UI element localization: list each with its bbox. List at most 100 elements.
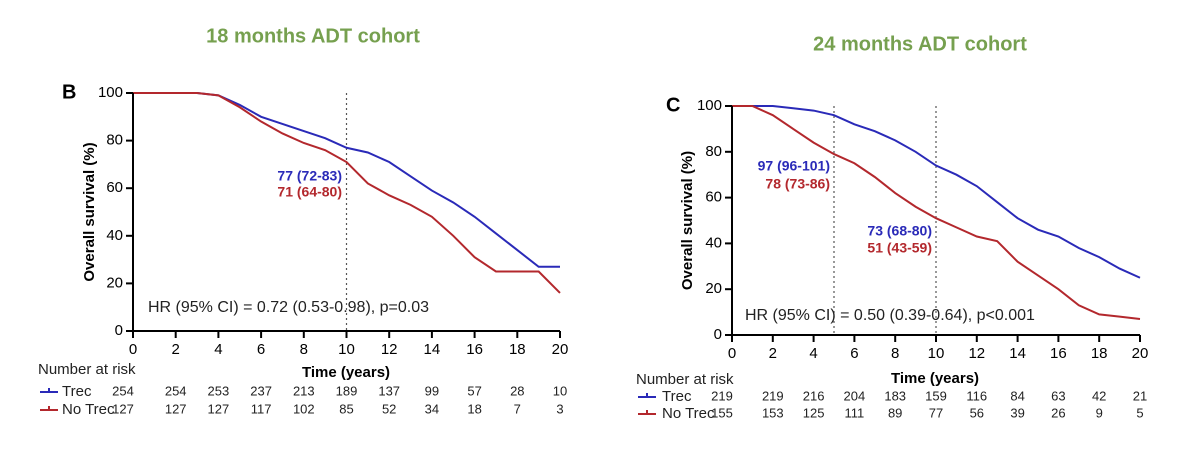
risk-count: 216 [803,388,825,403]
risk-count: 183 [884,388,906,403]
risk-count: 237 [250,383,272,398]
risk-count: 127 [208,401,230,416]
risk-count: 39 [1010,405,1024,420]
x-tick-label: 20 [552,341,569,358]
y-tick-label: 20 [106,274,123,291]
survival-curve [732,105,1141,320]
x-tick-label: 8 [891,345,899,362]
x-tick-label: 14 [424,341,441,358]
risk-count: 127 [165,401,187,416]
x-tick-label: 12 [381,341,398,358]
risk-count: 155 [711,405,733,420]
y-tick-label: 100 [697,97,722,114]
risk-count: 204 [844,388,866,403]
risk-count: 125 [803,405,825,420]
x-tick-label: 0 [728,345,736,362]
risk-count: 102 [293,401,315,416]
risk-table-title: Number at risk [636,371,734,388]
x-tick-label: 16 [1050,345,1067,362]
x-tick-label: 10 [338,341,355,358]
risk-count: 189 [336,383,358,398]
survival-curve [133,92,561,294]
risk-count: 9 [1096,405,1103,420]
risk-count: 3 [556,401,563,416]
x-tick-label: 2 [769,345,777,362]
x-tick-label: 20 [1132,345,1149,362]
risk-count: 57 [467,383,481,398]
panel-letter: B [62,81,76,103]
risk-count: 117 [251,401,272,416]
risk-count: 116 [966,388,987,403]
x-tick-label: 6 [257,341,265,358]
y-axis-label: Overall survival (%) [679,151,696,290]
risk-count: 137 [378,383,400,398]
risk-count: 5 [1136,405,1143,420]
x-tick-label: 14 [1009,345,1026,362]
risk-count: 77 [929,405,943,420]
legend-label: No Trec [62,401,115,418]
risk-count: 18 [467,401,481,416]
risk-count: 34 [425,401,439,416]
risk-count: 254 [165,383,187,398]
panel-letter: C [666,94,680,116]
legend-label: Trec [62,383,92,400]
risk-count: 253 [208,383,230,398]
x-tick-label: 8 [300,341,308,358]
x-tick-label: 2 [172,341,180,358]
annotation: 71 (64-80) [277,184,342,200]
y-tick-label: 60 [106,179,123,196]
y-tick-label: 80 [705,143,722,160]
hazard-ratio-note: HR (95% CI) = 0.72 (0.53-0.98), p=0.03 [148,299,429,316]
risk-count: 84 [1010,388,1024,403]
risk-count: 63 [1051,388,1065,403]
risk-count: 99 [425,383,439,398]
x-axis-label: Time (years) [302,364,390,381]
x-tick-label: 12 [968,345,985,362]
survival-curve [732,105,1141,279]
y-tick-label: 40 [106,227,123,244]
x-tick-label: 4 [214,341,222,358]
y-tick-label: 80 [106,132,123,149]
hazard-ratio-note: HR (95% CI) = 0.50 (0.39-0.64), p<0.001 [745,307,1035,324]
legend-label: Trec [662,388,692,405]
risk-count: 85 [339,401,353,416]
x-tick-label: 10 [928,345,945,362]
x-tick-label: 16 [466,341,483,358]
y-tick-label: 40 [705,234,722,251]
chart-title: 18 months ADT cohort [206,25,420,47]
x-tick-label: 4 [809,345,817,362]
risk-count: 254 [112,383,134,398]
legend-label: No Trec [662,405,715,422]
y-tick-label: 60 [705,189,722,206]
annotation: 73 (68-80) [867,223,932,239]
annotation: 97 (96-101) [758,158,830,174]
y-tick-label: 0 [115,322,123,339]
risk-count: 159 [925,388,947,403]
x-tick-label: 18 [509,341,526,358]
risk-count: 28 [510,383,524,398]
risk-count: 42 [1092,388,1106,403]
y-axis-label: Overall survival (%) [81,142,98,281]
risk-count: 21 [1133,388,1147,403]
risk-count: 26 [1051,405,1065,420]
y-tick-label: 0 [714,326,722,343]
annotation: 78 (73-86) [765,176,830,192]
x-tick-label: 18 [1091,345,1108,362]
risk-count: 52 [382,401,396,416]
risk-count: 219 [711,388,733,403]
x-axis-label: Time (years) [891,370,979,387]
risk-count: 219 [762,388,784,403]
risk-count: 89 [888,405,902,420]
risk-count: 111 [845,405,865,420]
x-tick-label: 6 [850,345,858,362]
risk-count: 56 [970,405,984,420]
risk-count: 10 [553,383,567,398]
risk-count: 7 [514,401,521,416]
risk-count: 127 [112,401,134,416]
chart-title: 24 months ADT cohort [813,33,1027,55]
x-tick-label: 0 [129,341,137,358]
risk-count: 213 [293,383,315,398]
y-tick-label: 20 [705,280,722,297]
y-tick-label: 100 [98,84,123,101]
